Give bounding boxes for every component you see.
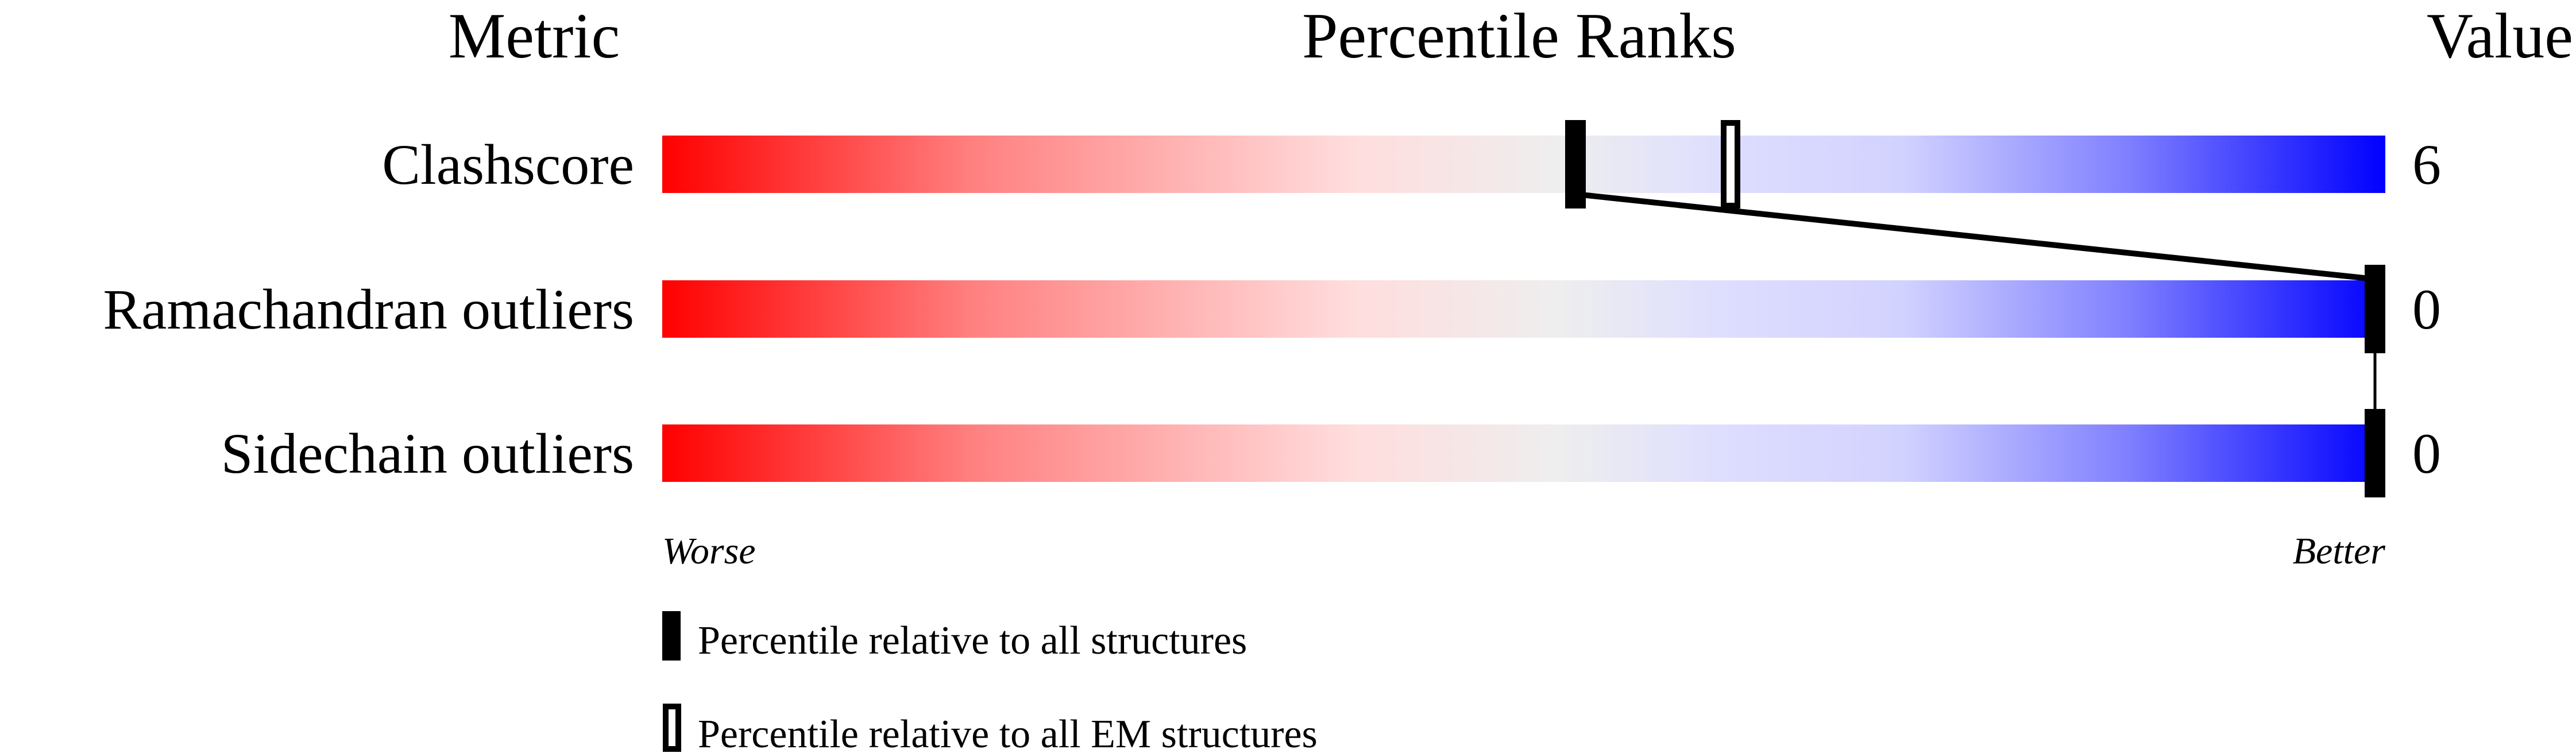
percentile-bar	[662, 136, 2385, 193]
metric-value: 0	[2412, 277, 2441, 341]
scale-worse-label: Worse	[662, 530, 756, 572]
marker-em-structures	[1721, 120, 1740, 208]
legend-label-em: Percentile relative to all EM structures	[698, 712, 1318, 753]
legend-filled-swatch	[662, 611, 681, 661]
legend-label-all: Percentile relative to all structures	[698, 619, 1247, 663]
percentile-bar	[662, 280, 2385, 338]
scale-better-label: Better	[2293, 530, 2386, 572]
header-value: Value	[2427, 1, 2573, 72]
metric-label: Sidechain outliers	[221, 422, 634, 485]
metric-value: 6	[2412, 133, 2441, 196]
header-percentile: Percentile Ranks	[1302, 1, 1736, 72]
marker-all-structures	[2365, 409, 2385, 497]
marker-all-structures	[2365, 265, 2385, 353]
legend-hollow-swatch	[663, 704, 681, 752]
percentile-link-line	[1575, 191, 2376, 282]
legend: Percentile relative to all structures Pe…	[662, 611, 1318, 753]
marker-all-structures	[1565, 120, 1586, 208]
metric-label: Ramachandran outliers	[103, 277, 634, 341]
percentile-bar	[662, 424, 2385, 482]
metric-label: Clashscore	[382, 133, 634, 196]
metric-value: 0	[2412, 422, 2441, 485]
header-metric: Metric	[449, 1, 620, 72]
